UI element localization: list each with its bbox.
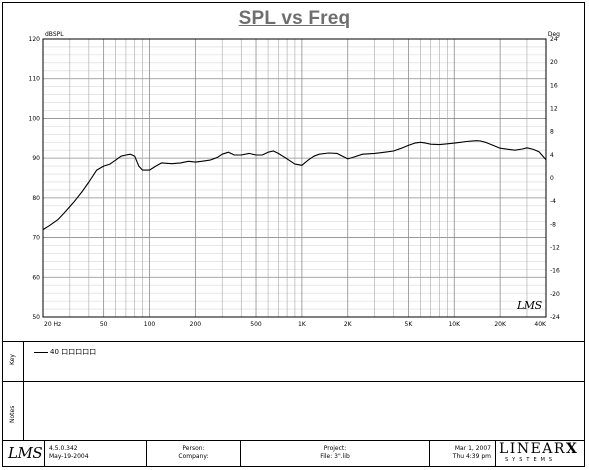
key-band-top-rule [2,341,585,342]
y-tick-label: 100 [29,115,41,122]
x-tick-label: 40K [534,321,547,328]
chart-grid [42,38,547,318]
spl-chart: 50 60 70 80 90 100 110 120 -24 -20 -16 -12 -8 -4 0 4 8 1… [29,31,561,328]
x-tick-label: 5K [405,321,414,328]
x-tick-label: 100 [144,321,156,328]
footer-project-cell: Project: File: 3".lib [240,440,429,466]
chart-title: SPL vs Freq [238,8,351,29]
footer-date-cell: Mar 1, 2007 Thu 4:39 pm [429,440,495,466]
notes-band-top-rule [2,381,585,382]
footer-top-rule [2,440,585,441]
y2-tick-label: 8 [550,129,554,136]
y-tick-labels: 50 60 70 80 90 100 110 120 [29,36,41,321]
x-tick-label: 2K [344,321,353,328]
y2-tick-label: 4 [550,152,554,159]
company-label: Company: [178,453,209,460]
x-tick-label: 20 Hz [44,321,61,328]
x-tick-label: 50 [100,321,108,328]
y-tick-label: 90 [32,155,40,162]
y2-tick-label: -16 [550,268,560,275]
x-tick-label: 200 [190,321,202,328]
version-number: 4.5.0.342 [49,445,78,452]
version-date: May-19-2004 [49,453,89,460]
y2-tick-labels: -24 -20 -16 -12 -8 -4 0 4 8 12 16 20 24 [550,36,560,321]
series-layer [42,140,547,231]
file-label: File: 3".lib [320,453,350,460]
y-tick-label: 80 [32,195,40,202]
y-tick-label: 50 [32,314,40,321]
legend-swatch [34,352,48,353]
y2-tick-label: -4 [550,198,556,205]
notes-label: Notes [9,405,16,423]
linearx-logo: LINEARX SYSTEMS [497,441,583,465]
y2-tick-label: 24 [550,36,558,43]
y-tick-label: 120 [29,36,41,43]
y2-tick-label: 16 [550,82,558,89]
y2-tick-label: 0 [550,175,554,182]
y2-tick-label: 20 [550,59,558,66]
x-tick-label: 10K [448,321,461,328]
person-label: Person: [182,445,205,452]
notes-side-cell: Notes [2,381,24,440]
footer-time: Thu 4:39 pm [452,453,491,460]
lms-watermark: LMS [517,299,542,312]
page-frame [2,2,585,467]
key-side-cell: Key [2,341,24,381]
y2-tick-label: -20 [550,291,560,298]
brand-sub: SYSTEMS [505,457,557,463]
project-label: Project: [323,445,347,452]
y-tick-label: 60 [32,274,40,281]
y2-tick-label: 12 [550,106,558,113]
y2-tick-label: -8 [550,221,556,228]
footer-date: Mar 1, 2007 [454,445,491,452]
key-label: Key [9,354,16,365]
y2-tick-label: -24 [550,314,560,321]
x-tick-label: 500 [250,321,262,328]
series-line-spl [42,140,547,231]
y-tick-label: 110 [29,76,41,83]
lms-logo: LMS [8,444,43,462]
footer-version-cell: 4.5.0.342 May-19-2004 [44,440,146,466]
y-tick-label: 70 [32,235,40,242]
footer-brand-cell [495,440,585,466]
y2-axis-label: Deg [548,31,560,38]
footer-person-cell: Person: Company: [146,440,240,466]
x-tick-label: 20K [494,321,507,328]
plot-border [42,38,547,318]
x-tick-labels: 20 Hz 50 100 200 500 1K 2K 5K 10K 20K 40K [44,321,547,328]
brand-word: LINEARX [499,441,579,457]
legend-entry: 40 口口口口口 [50,348,97,356]
x-tick-label: 1K [298,321,307,328]
y-axis-label: dBSPL [45,31,64,38]
y2-tick-label: -12 [550,245,560,252]
